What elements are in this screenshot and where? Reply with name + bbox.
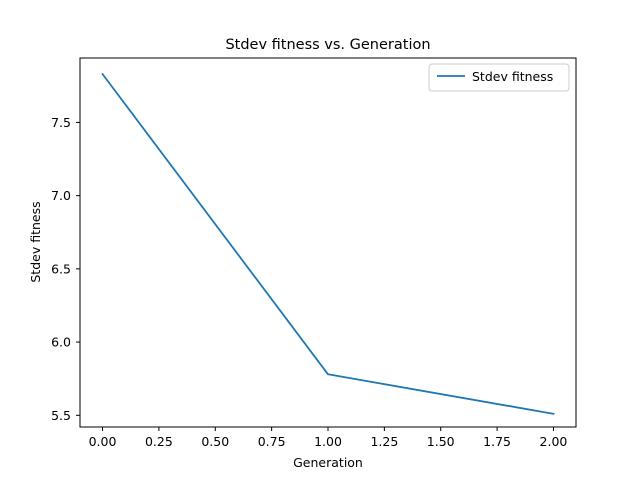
series-layer: [101, 72, 555, 415]
x-tick-label: 0.50: [201, 434, 229, 449]
y-axis-label: Stdev fitness: [28, 201, 43, 282]
x-axis-label: Generation: [293, 455, 363, 470]
x-tick-label: 2.00: [540, 434, 568, 449]
legend: Stdev fitness: [428, 63, 570, 92]
x-tick-label: 0.75: [258, 434, 286, 449]
plot-area: [79, 57, 577, 428]
x-tick-label: 1.50: [427, 434, 455, 449]
x-tick-label: 1.25: [370, 434, 398, 449]
x-tick-label: 0.00: [89, 434, 117, 449]
legend-label: Stdev fitness: [472, 69, 553, 84]
y-tick-label: 6.5: [51, 261, 71, 276]
y-tick-label: 5.5: [51, 408, 71, 423]
y-axis: 5.5 6.0 6.5 7.0 7.5: [51, 115, 80, 423]
x-tick-label: 0.25: [145, 434, 173, 449]
y-tick-label: 7.0: [51, 188, 71, 203]
plot-frame: [79, 57, 577, 428]
legend-box: [428, 63, 570, 92]
x-axis: 0.00 0.25 0.50 0.75 1.00 1.25 1.50 1.75 2.00: [89, 427, 568, 449]
y-tick-label: 6.0: [51, 335, 71, 350]
x-tick-label: 1.00: [314, 434, 342, 449]
series-line: [101, 72, 555, 415]
y-tick-label: 7.5: [51, 115, 71, 130]
x-tick-label: 1.75: [483, 434, 511, 449]
chart-title: Stdev fitness vs. Generation: [225, 37, 430, 53]
